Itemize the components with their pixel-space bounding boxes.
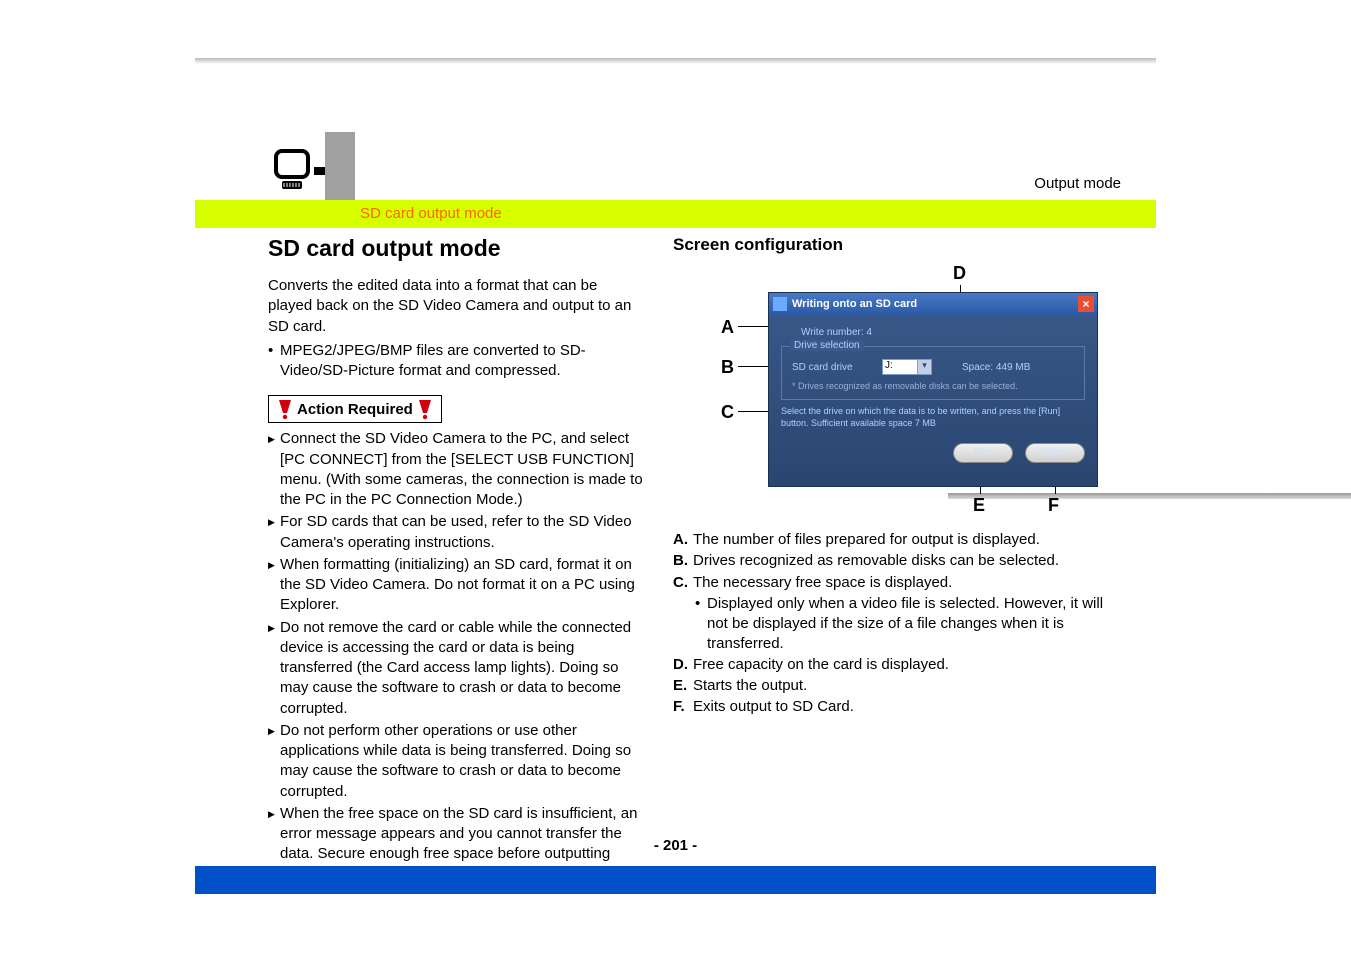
- label-a: A: [721, 317, 734, 338]
- space-label: Space: 449 MB: [962, 362, 1030, 373]
- removable-note: * Drives recognized as removable disks c…: [792, 381, 1074, 391]
- write-number: Write number: 4: [801, 327, 1085, 338]
- label-c: C: [721, 402, 734, 423]
- gray-accent-box: [325, 132, 355, 200]
- label-d: D: [953, 263, 966, 284]
- desc-e: E.Starts the output.: [673, 676, 1123, 696]
- exclamation-icon: [416, 398, 434, 420]
- green-band: SD card output mode: [195, 200, 1156, 228]
- note-item: For SD cards that can be used, refer to …: [268, 512, 643, 553]
- right-column: Screen configuration A B C D E F Wri: [673, 235, 1123, 887]
- note-item: When formatting (initializing) an SD car…: [268, 555, 643, 616]
- page-number: - 201 -: [654, 837, 697, 854]
- fieldset-legend: Drive selection: [790, 340, 864, 351]
- label-e: E: [973, 495, 985, 516]
- drive-value: J:: [883, 360, 917, 374]
- desc-d: D.Free capacity on the card is displayed…: [673, 655, 1123, 675]
- desc-c-sub: Displayed only when a video file is sele…: [673, 594, 1123, 655]
- exclamation-icon: [276, 398, 294, 420]
- intro-paragraph: Converts the edited data into a format t…: [268, 276, 643, 337]
- drive-label: SD card drive: [792, 362, 872, 373]
- drive-dropdown[interactable]: J: ▾: [882, 359, 932, 375]
- app-icon: [773, 297, 787, 311]
- dialog-screenshot: Writing onto an SD card × Write number: …: [768, 292, 1098, 487]
- chevron-down-icon: ▾: [917, 360, 931, 374]
- note-item: Do not perform other operations or use o…: [268, 721, 643, 802]
- close-icon[interactable]: ×: [1078, 296, 1094, 312]
- header-mode-label: Output mode: [1034, 175, 1121, 192]
- dialog-titlebar: Writing onto an SD card ×: [769, 293, 1097, 315]
- label-f: F: [1048, 495, 1059, 516]
- action-required-box: Action Required: [268, 395, 442, 423]
- page: Output mode SD card output mode SD card …: [0, 0, 1351, 954]
- content: SD card output mode Converts the edited …: [268, 235, 1123, 887]
- drive-selection-fieldset: Drive selection SD card drive J: ▾ Space…: [781, 346, 1085, 400]
- desc-f: F.Exits output to SD Card.: [673, 697, 1123, 717]
- left-column: SD card output mode Converts the edited …: [268, 235, 643, 887]
- description-list: A.The number of files prepared for outpu…: [673, 530, 1123, 717]
- blue-footer-band: [195, 866, 1156, 894]
- run-button[interactable]: Run: [953, 443, 1013, 463]
- instruction-text: Select the drive on which the data is to…: [781, 406, 1085, 429]
- desc-a: A.The number of files prepared for outpu…: [673, 530, 1123, 550]
- screen-config-title: Screen configuration: [673, 235, 1123, 255]
- page-title: SD card output mode: [268, 235, 643, 262]
- dialog-body: Write number: 4 Drive selection SD card …: [769, 315, 1097, 471]
- label-b: B: [721, 357, 734, 378]
- annotated-diagram: A B C D E F Writing onto an SD card ×: [693, 267, 1123, 512]
- note-item: Do not remove the card or cable while th…: [268, 618, 643, 719]
- desc-c: C.The necessary free space is displayed.: [673, 573, 1123, 593]
- close-button[interactable]: Close: [1025, 443, 1085, 463]
- breadcrumb: SD card output mode: [360, 205, 502, 222]
- intro-bullet: MPEG2/JPEG/BMP files are converted to SD…: [268, 341, 643, 382]
- top-shadow: [195, 58, 1156, 64]
- dialog-title: Writing onto an SD card: [792, 298, 917, 310]
- action-required-label: Action Required: [297, 401, 413, 418]
- note-item: Connect the SD Video Camera to the PC, a…: [268, 429, 643, 510]
- desc-b: B.Drives recognized as removable disks c…: [673, 551, 1123, 571]
